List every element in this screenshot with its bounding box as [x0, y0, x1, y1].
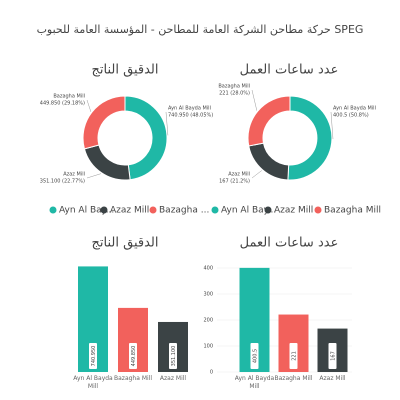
leader-line: [251, 89, 258, 111]
chart-title: عدد ساعات العمل: [240, 236, 339, 251]
value-label-text: 400.5: [253, 349, 259, 363]
legend-swatch: [264, 206, 272, 214]
legend-label: Bazagha Mill: [324, 206, 381, 216]
donut-slice: [83, 144, 131, 181]
legend-label: Ayn Al Bay...: [221, 206, 276, 216]
donut-slice: [248, 142, 290, 181]
value-label-box: [169, 343, 177, 369]
slice-category: Azaz Mill: [228, 172, 250, 178]
y-tick-label: 0: [210, 370, 213, 376]
donut-slice: [82, 95, 126, 150]
slice-category: Ayn Al Bayda Mill: [333, 106, 376, 112]
value-label: 740.950: [89, 343, 97, 369]
slice-label: 351.100 (22.77%): [40, 179, 85, 185]
x-tick-label: Azaz Mill: [159, 375, 187, 382]
x-tick-label-box: Ayn Al Bayda Mill: [234, 375, 275, 390]
value-label-box: [328, 343, 337, 369]
value-label-text: 167: [331, 351, 337, 361]
value-label: 167: [328, 343, 337, 369]
slice-category: Azaz Mill: [63, 172, 85, 178]
leader-line: [251, 170, 262, 179]
x-tick-label-box: Azaz Mill: [159, 375, 187, 382]
x-tick-label-box: Azaz Mill: [319, 375, 346, 382]
legend-label: Bazagha ...: [159, 206, 209, 216]
x-tick-label: Ayn Al Bayda Mill: [234, 375, 275, 390]
x-tick-label-box: Ayn Al Bayda Mill: [73, 375, 113, 390]
y-tick-label: 100: [203, 344, 213, 350]
legend-swatch: [314, 206, 322, 214]
page-title: حركة مطاحن الشركة العامة للمطاحن - المؤس…: [37, 23, 364, 36]
chart-title: عدد ساعات العمل: [240, 63, 339, 78]
value-label-box: [289, 343, 298, 369]
value-label-box: [129, 343, 137, 369]
value-label: 400.5: [250, 343, 259, 369]
value-label-text: 221: [292, 351, 298, 361]
value-label-text: 351.100: [171, 346, 177, 367]
donut-slice: [287, 95, 333, 181]
x-tick-label-box: Bazagha Mill: [114, 375, 152, 382]
slice-label: 167 (21.2%): [219, 179, 250, 185]
chart-title: الدقيق الناتج: [92, 63, 159, 78]
x-tick-label: Bazagha Mill: [274, 375, 313, 382]
legend-label: Azaz Mill: [274, 206, 313, 216]
y-tick-label: 200: [203, 318, 213, 324]
slice-label: 449.850 (29.18%): [40, 101, 85, 107]
legend-label: Ayn Al Bay...: [59, 206, 114, 216]
legend-label: Azaz Mill: [110, 206, 149, 216]
x-tick-label: Bazagha Mill: [114, 375, 152, 382]
donut-slice: [124, 95, 168, 181]
x-tick-label-box: Bazagha Mill: [274, 375, 313, 382]
value-label-text: 449.850: [131, 346, 137, 367]
leader-line: [86, 173, 102, 179]
value-label: 351.100: [169, 343, 177, 369]
chart-title: الدقيق الناتج: [92, 236, 159, 251]
slice-category: Bazagha Mill: [53, 94, 85, 100]
value-label-box: [250, 343, 259, 369]
slice-label: 400.5 (50.8%): [333, 113, 369, 119]
y-tick-label: 400: [203, 266, 213, 272]
donut-slice: [247, 95, 291, 147]
x-tick-label: Azaz Mill: [319, 375, 346, 382]
slice-category: Bazagha Mill: [218, 84, 250, 90]
slice-category: Ayn Al Bayda Mill: [168, 106, 211, 112]
legend-swatch: [211, 206, 219, 214]
y-tick-label: 300: [203, 292, 213, 298]
x-tick-label: Ayn Al Bayda Mill: [73, 375, 113, 390]
slice-label: 221 (28.0%): [219, 91, 250, 97]
slice-label: 740.950 (48.05%): [168, 113, 213, 119]
leader-line: [165, 111, 169, 136]
leader-line: [330, 111, 334, 140]
value-label-box: [89, 343, 97, 369]
legend-swatch: [149, 206, 157, 214]
value-label: 449.850: [129, 343, 137, 369]
legend-swatch: [100, 206, 108, 214]
value-label: 221: [289, 343, 298, 369]
value-label-text: 740.950: [91, 346, 97, 367]
legend-swatch: [49, 206, 57, 214]
leader-line: [86, 99, 92, 112]
